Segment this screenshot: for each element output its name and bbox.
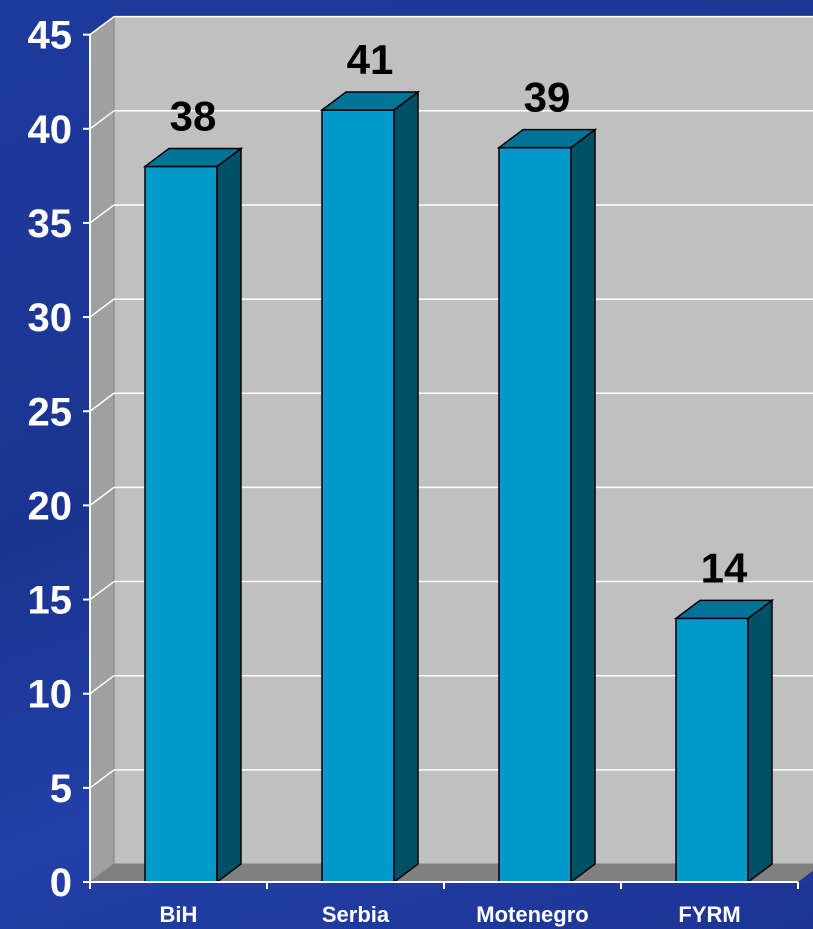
y-tick-label: 35 — [28, 202, 73, 246]
bar-motenegro — [496, 128, 598, 884]
bar-serbia — [319, 90, 421, 884]
gridline-side — [89, 110, 115, 130]
bar-bih — [142, 146, 244, 884]
plot-floor — [90, 864, 813, 882]
gridline-side — [89, 16, 115, 36]
bar-side — [393, 90, 419, 884]
gridline-side — [89, 769, 115, 789]
y-tick-label: 40 — [28, 108, 73, 152]
x-tick-labels: BiH Serbia Motenegro FYRM — [160, 902, 741, 927]
y-tick-label: 10 — [28, 673, 73, 717]
gridline-side — [89, 580, 115, 601]
gridline-side — [89, 204, 115, 224]
bar-front — [321, 109, 395, 883]
data-label: 39 — [524, 74, 571, 121]
data-label: 14 — [701, 544, 748, 591]
data-label: 41 — [347, 36, 394, 83]
y-tick-label: 25 — [28, 390, 73, 434]
bars — [142, 90, 775, 884]
x-tick-label: BiH — [160, 902, 198, 927]
gridline-side — [89, 392, 115, 412]
bar-top — [142, 147, 244, 168]
bar-side — [216, 146, 242, 884]
data-labels: 38 41 39 14 — [170, 36, 748, 591]
bar-front — [144, 165, 218, 883]
data-label: 38 — [170, 92, 217, 139]
x-tick-label: FYRM — [678, 902, 740, 927]
gridline-side — [89, 486, 115, 506]
bar-fyrm — [673, 598, 775, 884]
x-tick-label: Motenegro — [476, 902, 588, 927]
x-tick-label: Serbia — [322, 902, 390, 927]
bar-front — [675, 617, 749, 883]
y-tick-label: 20 — [28, 484, 73, 528]
bar-top — [496, 128, 598, 149]
bar-top — [673, 599, 775, 620]
y-tick-label: 15 — [28, 579, 73, 623]
y-tick-label: 45 — [28, 14, 73, 58]
gridline-side — [89, 298, 115, 318]
y-tick-label: 0 — [50, 861, 72, 905]
plot-side-wall — [89, 15, 115, 883]
y-tick-label: 5 — [50, 767, 72, 811]
bar-side — [570, 128, 596, 884]
gridline-side — [89, 675, 115, 695]
bar-front — [498, 146, 572, 883]
bar-top — [319, 91, 421, 111]
bar-side — [747, 598, 773, 884]
y-tick-labels: 0 5 10 15 20 25 30 35 40 45 — [28, 14, 73, 905]
y-tick-label: 30 — [28, 296, 73, 340]
axes — [83, 33, 799, 889]
